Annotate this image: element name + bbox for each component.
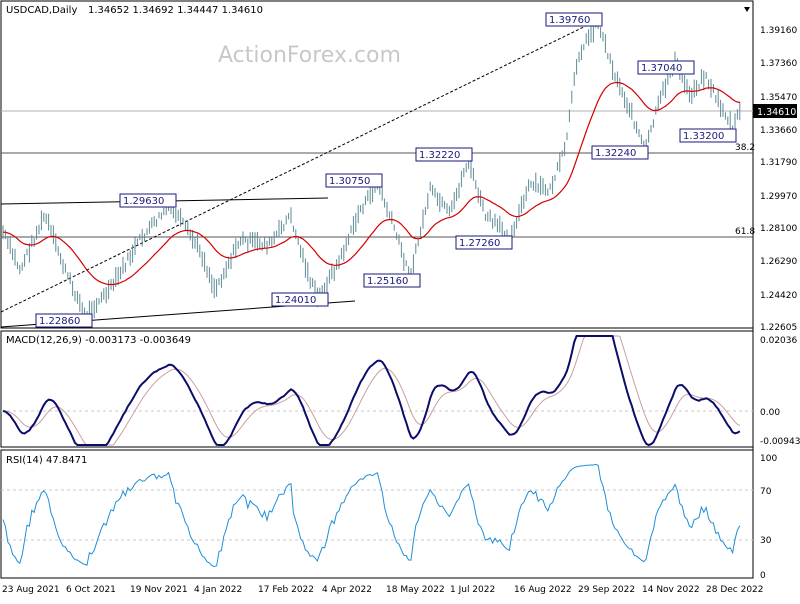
annotation-label: 1.25160 — [367, 276, 408, 287]
rsi-tick: 100 — [760, 454, 777, 464]
macd-line — [2, 335, 741, 447]
annotation-label: 1.24010 — [275, 295, 316, 306]
annotation-label: 1.33200 — [683, 131, 724, 142]
y-tick: 1.22605 — [760, 323, 797, 333]
ohlc-label: 1.34652 1.34692 1.34447 1.34610 — [88, 5, 263, 16]
rsi-label: RSI(14) 47.8471 — [6, 455, 87, 466]
annotation-label: 1.27260 — [459, 238, 500, 249]
annotation-label: 1.29630 — [123, 196, 164, 207]
fib-61-label: 61.8 — [735, 227, 755, 237]
x-tick: 28 Dec 2022 — [706, 585, 764, 595]
x-tick: 4 Apr 2022 — [322, 585, 372, 595]
y-tick: 1.33660 — [760, 126, 797, 136]
y-tick: 1.35470 — [760, 93, 797, 103]
dropdown-arrow-icon[interactable] — [744, 7, 750, 12]
x-tick: 17 Feb 2022 — [258, 585, 314, 595]
y-tick: 1.24420 — [760, 291, 797, 301]
rsi-tick: 70 — [760, 487, 772, 497]
macd-signal-line — [2, 335, 741, 446]
price-candles — [2, 18, 741, 321]
macd-label: MACD(12,26,9) -0.003173 -0.003649 — [6, 335, 191, 346]
x-tick: 18 May 2022 — [386, 585, 445, 595]
x-tick: 19 Nov 2021 — [130, 585, 188, 595]
y-tick: 1.37360 — [760, 59, 797, 69]
x-tick: 6 Oct 2021 — [66, 585, 116, 595]
annotation-label: 1.39760 — [549, 15, 590, 26]
x-tick: 14 Nov 2022 — [642, 585, 700, 595]
macd-tick: 0.00 — [760, 408, 780, 418]
y-tick: 1.31790 — [760, 158, 797, 168]
rsi-tick: 30 — [760, 536, 772, 546]
x-tick: 29 Sep 2022 — [578, 585, 635, 595]
y-tick: 1.39160 — [760, 26, 797, 36]
last-price-text: 1.34610 — [757, 107, 796, 118]
y-tick: 1.26290 — [760, 257, 797, 267]
annotation-label: 1.32220 — [419, 150, 460, 161]
dotted-trend-line — [0, 19, 599, 313]
moving-average-line — [2, 81, 740, 286]
symbol-label: USDCAD,Daily — [6, 5, 77, 16]
y-tick: 1.28100 — [760, 224, 797, 234]
x-tick: 23 Aug 2021 — [2, 585, 60, 595]
x-tick: 4 Jan 2022 — [194, 585, 242, 595]
annotation-label: 1.30750 — [329, 176, 370, 187]
watermark: ActionForex.com — [218, 43, 401, 68]
fib-38-label: 38.2 — [735, 143, 755, 153]
macd-tick: -0.009438 — [760, 437, 800, 447]
rsi-tick: 0 — [760, 571, 766, 581]
y-tick: 1.29970 — [760, 192, 797, 202]
rsi-line — [2, 463, 741, 568]
macd-tick: 0.02036 — [760, 336, 797, 346]
annotation-label: 1.22860 — [39, 316, 80, 327]
annotation-label: 1.37040 — [641, 63, 682, 74]
last-price-badge — [753, 104, 797, 118]
x-tick: 1 Jul 2022 — [450, 585, 495, 595]
x-tick: 16 Aug 2022 — [514, 585, 572, 595]
annotation-label: 1.32240 — [595, 148, 636, 159]
